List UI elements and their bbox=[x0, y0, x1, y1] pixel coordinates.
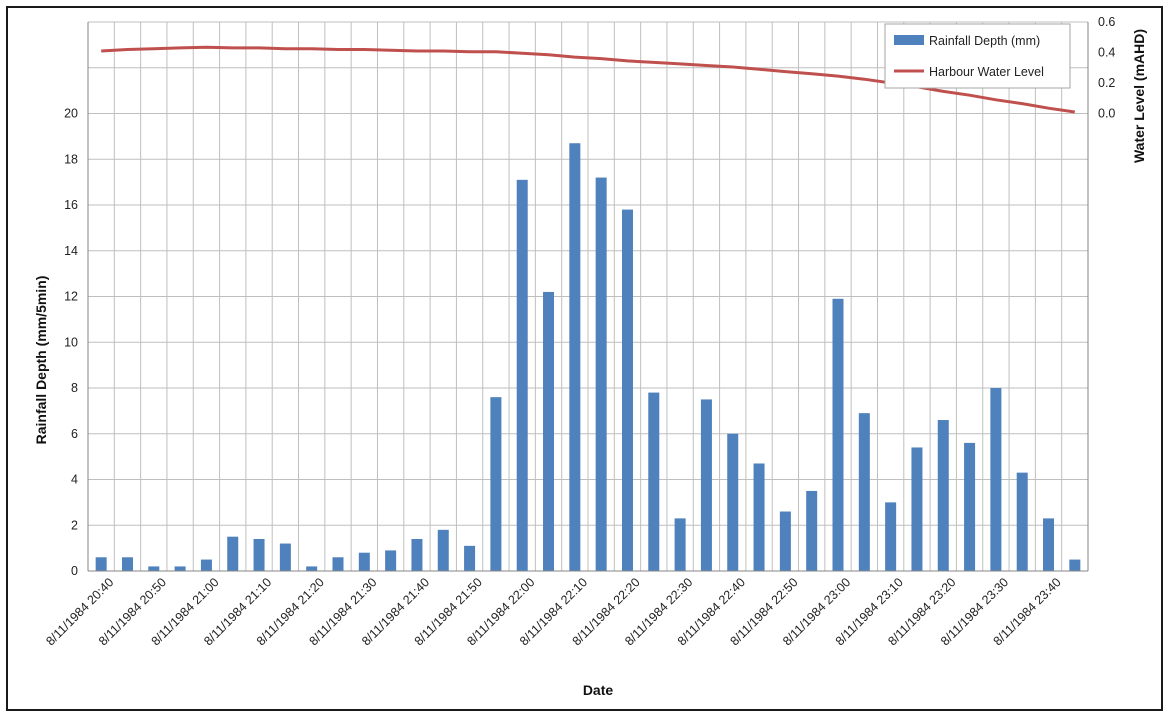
left-tick-label: 14 bbox=[64, 244, 78, 258]
rainfall-bar bbox=[700, 399, 712, 571]
x-axis-title: Date bbox=[583, 682, 614, 698]
rainfall-bar bbox=[990, 388, 1002, 571]
rainfall-bar bbox=[490, 397, 502, 571]
rainfall-bar bbox=[200, 559, 212, 571]
rainfall-bar bbox=[148, 566, 160, 571]
rainfall-bar bbox=[569, 143, 581, 572]
legend-label-rainfall: Rainfall Depth (mm) bbox=[929, 34, 1040, 48]
legend-swatch-rainfall bbox=[894, 35, 924, 45]
right-tick-label: 0.4 bbox=[1098, 46, 1115, 60]
left-axis-title: Rainfall Depth (mm/5min) bbox=[33, 276, 49, 445]
rainfall-bar bbox=[858, 413, 870, 571]
right-tick-label: 0.6 bbox=[1098, 15, 1115, 29]
rainfall-bar bbox=[121, 557, 133, 571]
rainfall-bar bbox=[595, 177, 607, 572]
left-tick-label: 20 bbox=[64, 107, 78, 121]
left-tick-label: 8 bbox=[71, 381, 78, 395]
left-tick-label: 10 bbox=[64, 335, 78, 349]
legend-box bbox=[884, 23, 1071, 89]
rainfall-bar bbox=[911, 447, 923, 571]
rainfall-bar bbox=[227, 536, 239, 571]
rainfall-bar bbox=[885, 502, 897, 571]
rainfall-bar bbox=[832, 298, 844, 571]
rainfall-bars bbox=[95, 143, 1081, 572]
rainfall-bar bbox=[1069, 559, 1081, 571]
rainfall-bar bbox=[937, 420, 949, 571]
left-tick-label: 16 bbox=[64, 198, 78, 212]
rainfall-bar bbox=[806, 490, 818, 571]
rainfall-bar bbox=[964, 442, 976, 571]
rainfall-bar bbox=[779, 511, 791, 571]
rainfall-bar bbox=[674, 518, 686, 571]
rainfall-bar bbox=[543, 291, 555, 571]
rainfall-bar bbox=[621, 209, 633, 571]
axes: 0 2 4 6 8 10 12 14 16 18 20 0.0 0.2 0.4 0.6 bbox=[64, 15, 1115, 578]
legend: Rainfall Depth (mm) Harbour Water Level bbox=[884, 23, 1071, 89]
rainfall-bar bbox=[411, 538, 423, 571]
rainfall-bar bbox=[1016, 472, 1028, 571]
right-tick-label: 0.0 bbox=[1098, 107, 1115, 121]
rainfall-bar bbox=[306, 566, 318, 571]
left-tick-label: 12 bbox=[64, 290, 78, 304]
rainfall-bar bbox=[437, 529, 449, 571]
rainfall-bar bbox=[95, 557, 107, 571]
rainfall-bar bbox=[648, 392, 660, 571]
rainfall-bar bbox=[253, 538, 265, 571]
rainfall-bar bbox=[464, 545, 476, 571]
rainfall-bar bbox=[174, 566, 186, 571]
rainfall-bar bbox=[385, 550, 397, 571]
rainfall-bar bbox=[753, 463, 765, 571]
right-tick-label: 0.2 bbox=[1098, 76, 1115, 90]
rainfall-bar bbox=[516, 179, 528, 571]
left-tick-label: 18 bbox=[64, 152, 78, 166]
left-tick-label: 4 bbox=[71, 473, 78, 487]
rainfall-bar bbox=[358, 552, 370, 571]
left-tick-label: 6 bbox=[71, 427, 78, 441]
right-axis-title: Water Level (mAHD) bbox=[1131, 29, 1147, 163]
rainfall-bar bbox=[332, 557, 344, 571]
x-tick-labels: 8/11/1984 20:408/11/1984 20:508/11/1984 … bbox=[43, 575, 1064, 648]
left-tick-label: 2 bbox=[71, 518, 78, 532]
rainfall-bar bbox=[727, 433, 739, 571]
chart-frame bbox=[6, 6, 1163, 711]
rainfall-bar bbox=[279, 543, 291, 571]
left-tick-label: 0 bbox=[71, 564, 78, 578]
legend-label-water-level: Harbour Water Level bbox=[929, 65, 1044, 79]
rainfall-bar bbox=[1043, 518, 1055, 571]
